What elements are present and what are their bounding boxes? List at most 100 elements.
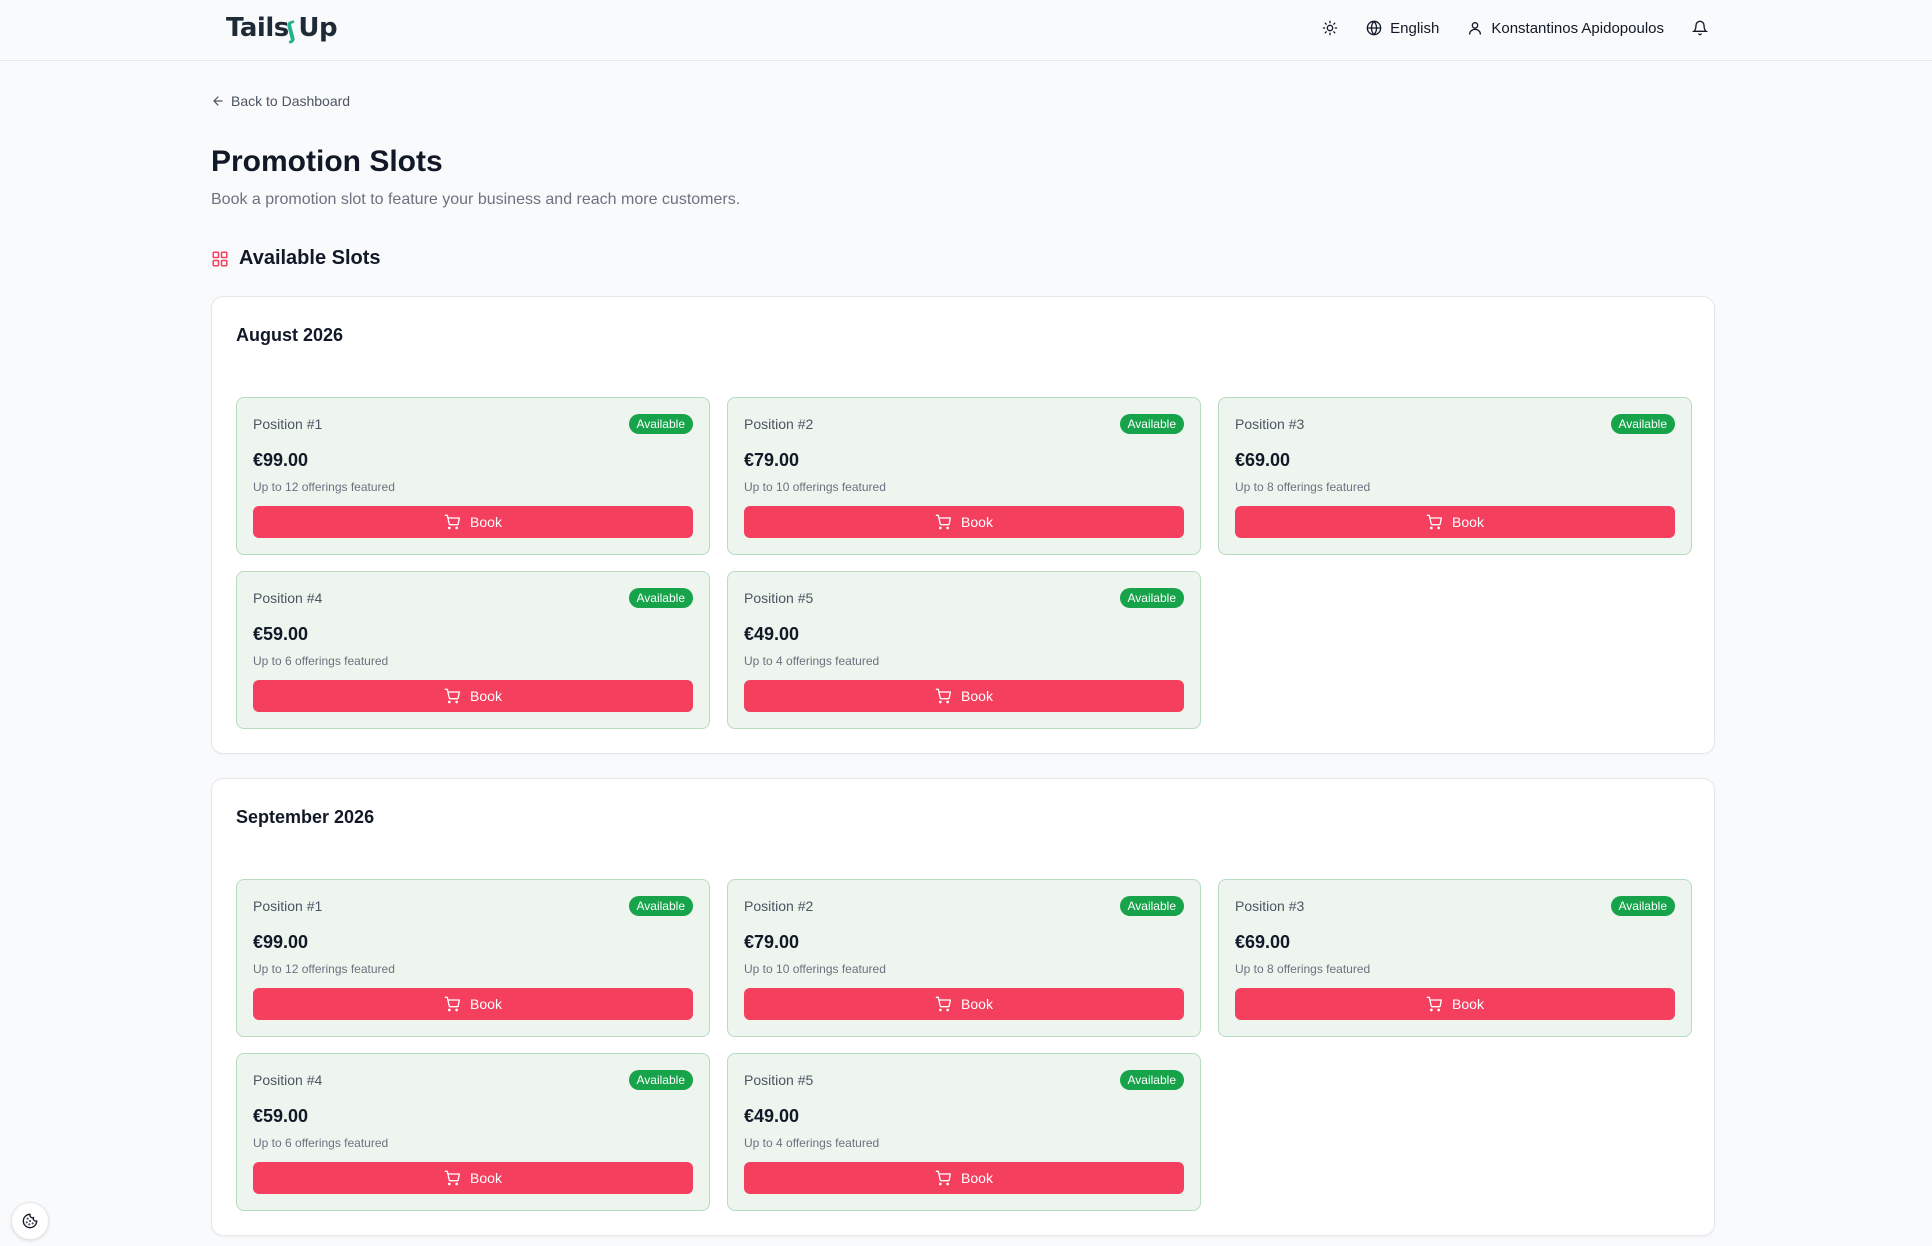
book-label: Book — [961, 688, 993, 704]
book-button[interactable]: Book — [744, 680, 1184, 712]
slot-card: Position #4 Available €59.00 Up to 6 off… — [236, 571, 710, 729]
slot-position: Position #1 — [253, 898, 323, 914]
cart-icon — [1426, 996, 1443, 1012]
month-title: September 2026 — [236, 807, 375, 827]
slot-position: Position #2 — [744, 898, 814, 914]
cart-icon — [935, 1170, 952, 1186]
slot-offerings: Up to 8 offerings featured — [1235, 962, 1371, 976]
book-label: Book — [961, 996, 993, 1012]
slot-price: €99.00 — [253, 932, 309, 952]
bell-icon — [1692, 20, 1708, 36]
logo-text-part2: Up — [298, 13, 338, 43]
slot-offerings: Up to 12 offerings featured — [253, 962, 395, 976]
slot-card: Position #5 Available €49.00 Up to 4 off… — [727, 1053, 1201, 1211]
arrow-left-icon — [213, 96, 223, 106]
cart-icon — [444, 996, 461, 1012]
status-badge: Available — [1610, 414, 1675, 434]
slot-position: Position #3 — [1235, 416, 1305, 432]
book-label: Book — [470, 996, 502, 1012]
grid-icon — [212, 251, 228, 266]
cart-icon — [935, 514, 952, 530]
cart-icon — [935, 688, 952, 704]
user-name: Konstantinos Apidopoulos — [1491, 19, 1664, 37]
user-icon — [1469, 22, 1482, 35]
slot-price: €49.00 — [744, 1106, 800, 1126]
month-title: August 2026 — [236, 325, 344, 345]
status-badge: Available — [1610, 896, 1675, 916]
globe-icon — [1366, 20, 1382, 36]
slot-card: Position #5 Available €49.00 Up to 4 off… — [727, 571, 1201, 729]
cookie-settings-button[interactable] — [11, 1202, 49, 1240]
month-card-september: September 2026 Position #1 Available €99… — [211, 778, 1715, 1236]
slot-offerings: Up to 6 offerings featured — [253, 654, 389, 668]
slot-card: Position #4 Available €59.00 Up to 6 off… — [236, 1053, 710, 1211]
available-slots-heading: Available Slots — [211, 247, 381, 270]
top-bar: Tails ʃ Up English Konstantinos Apidopou… — [0, 0, 1932, 61]
slot-card: Position #2 Available €79.00 Up to 10 of… — [727, 397, 1201, 555]
book-button[interactable]: Book — [253, 680, 693, 712]
cart-icon — [1426, 514, 1443, 530]
slot-card: Position #3 Available €69.00 Up to 8 off… — [1218, 879, 1692, 1037]
slot-position: Position #1 — [253, 416, 323, 432]
sun-icon — [1322, 20, 1338, 36]
slot-offerings: Up to 8 offerings featured — [1235, 480, 1371, 494]
book-label: Book — [961, 514, 993, 530]
slot-price: €49.00 — [744, 624, 800, 644]
slot-position: Position #5 — [744, 1072, 814, 1088]
slot-price: €69.00 — [1235, 932, 1291, 952]
status-badge: Available — [1119, 588, 1184, 608]
user-menu[interactable]: Konstantinos Apidopoulos — [1467, 20, 1664, 37]
book-button[interactable]: Book — [744, 988, 1184, 1020]
slot-offerings: Up to 10 offerings featured — [744, 962, 886, 976]
slot-position: Position #4 — [253, 1072, 323, 1088]
book-button[interactable]: Book — [744, 506, 1184, 538]
slot-price: €79.00 — [744, 932, 800, 952]
back-to-dashboard-link[interactable]: Back to Dashboard — [211, 93, 350, 109]
cart-icon — [444, 1170, 461, 1186]
book-button[interactable]: Book — [253, 506, 693, 538]
book-button[interactable]: Book — [1235, 506, 1675, 538]
status-badge: Available — [628, 1070, 693, 1090]
page-title: Promotion Slots — [211, 145, 443, 178]
month-card-august: August 2026 Position #1 Available €99.00… — [211, 296, 1715, 754]
section-title: Available Slots — [239, 247, 381, 269]
language-selector[interactable]: English — [1366, 20, 1439, 37]
book-button[interactable]: Book — [1235, 988, 1675, 1020]
logo-text-part1: Tails — [226, 13, 289, 43]
status-badge: Available — [628, 588, 693, 608]
slot-price: €59.00 — [253, 1106, 309, 1126]
book-label: Book — [470, 514, 502, 530]
slot-card: Position #3 Available €69.00 Up to 8 off… — [1218, 397, 1692, 555]
slot-price: €59.00 — [253, 624, 309, 644]
status-badge: Available — [1119, 414, 1184, 434]
status-badge: Available — [628, 414, 693, 434]
status-badge: Available — [628, 896, 693, 916]
cookie-icon — [22, 1213, 38, 1229]
cart-icon — [935, 996, 952, 1012]
slot-offerings: Up to 10 offerings featured — [744, 480, 886, 494]
slot-price: €69.00 — [1235, 450, 1291, 470]
language-label: English — [1390, 19, 1440, 37]
slot-offerings: Up to 6 offerings featured — [253, 1136, 389, 1150]
header-nav: English Konstantinos Apidopoulos — [1322, 0, 1708, 56]
slot-position: Position #4 — [253, 590, 323, 606]
tailsup-logo[interactable]: Tails ʃ Up — [226, 10, 338, 46]
cart-icon — [444, 688, 461, 704]
book-button[interactable]: Book — [253, 1162, 693, 1194]
slot-offerings: Up to 12 offerings featured — [253, 480, 395, 494]
book-label: Book — [961, 1170, 993, 1186]
book-label: Book — [1452, 996, 1484, 1012]
slot-position: Position #5 — [744, 590, 814, 606]
book-label: Book — [470, 688, 502, 704]
book-button[interactable]: Book — [744, 1162, 1184, 1194]
theme-toggle-button[interactable] — [1322, 20, 1338, 36]
page-subtitle: Book a promotion slot to feature your bu… — [211, 191, 741, 208]
status-badge: Available — [1119, 896, 1184, 916]
book-button[interactable]: Book — [253, 988, 693, 1020]
slot-card: Position #1 Available €99.00 Up to 12 of… — [236, 397, 710, 555]
notifications-button[interactable] — [1692, 20, 1708, 36]
slot-card: Position #2 Available €79.00 Up to 10 of… — [727, 879, 1201, 1037]
slot-offerings: Up to 4 offerings featured — [744, 654, 880, 668]
slot-position: Position #2 — [744, 416, 814, 432]
back-link-label: Back to Dashboard — [231, 93, 351, 109]
